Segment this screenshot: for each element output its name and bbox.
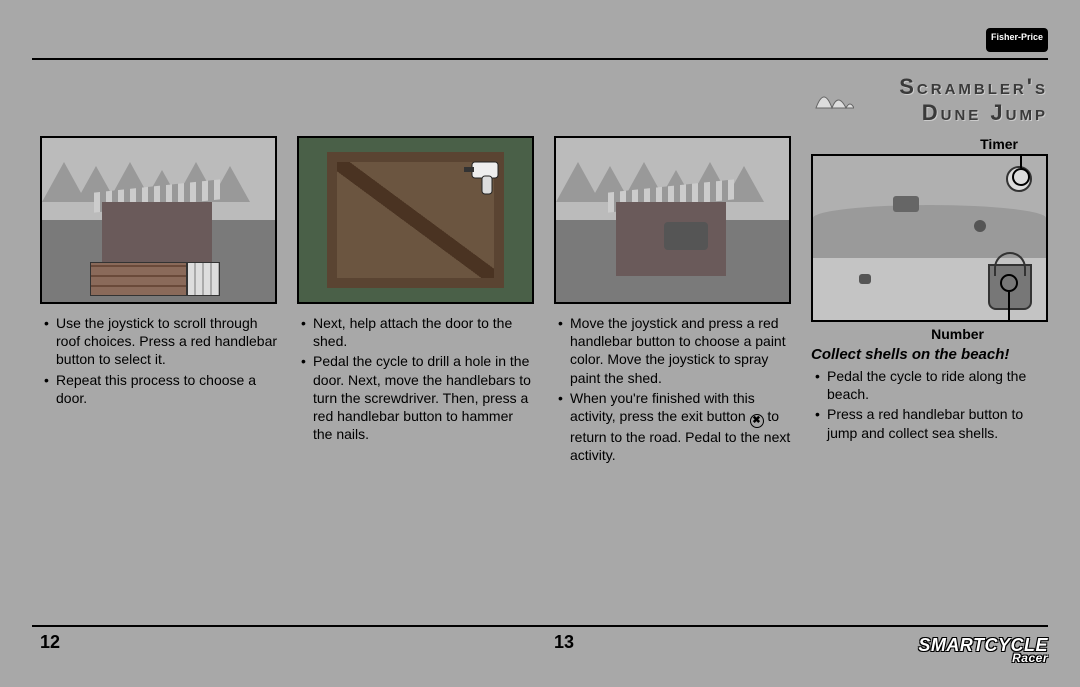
bullet-text: Use the joystick to scroll through roof … — [44, 314, 277, 369]
column-2-bullets: Next, help attach the door to the shed. … — [297, 314, 534, 443]
title-line-1: Scrambler's — [899, 74, 1048, 100]
bullet-text: Repeat this process to choose a door. — [44, 371, 277, 407]
column-3: Move the joystick and press a red handle… — [554, 136, 791, 466]
screenshot-crate-drill — [297, 136, 534, 304]
bullet-text: Pedal the cycle to drill a hole in the d… — [301, 352, 534, 443]
fisher-price-logo: Fisher-Price — [986, 28, 1048, 52]
column-1: Use the joystick to scroll through roof … — [40, 136, 277, 466]
bullet-text: Move the joystick and press a red handle… — [558, 314, 791, 387]
screenshot-shed-paint — [554, 136, 791, 304]
exit-button-icon: ✖ — [750, 414, 764, 428]
title-line-2: Dune Jump — [899, 100, 1048, 126]
bullet-text: Pedal the cycle to ride along the beach. — [815, 367, 1048, 403]
column-1-bullets: Use the joystick to scroll through roof … — [40, 314, 277, 407]
timer-label: Timer — [980, 136, 1018, 152]
rule-bottom — [32, 625, 1048, 627]
column-4-bullets: Pedal the cycle to ride along the beach.… — [811, 367, 1048, 442]
page-number-right: 13 — [554, 632, 574, 653]
shell-icon — [859, 274, 871, 284]
section-title: Scrambler's Dune Jump — [899, 74, 1048, 126]
rule-top — [32, 58, 1048, 60]
activity-tagline: Collect shells on the beach! — [811, 346, 1048, 363]
bullet-text: Next, help attach the door to the shed. — [301, 314, 534, 350]
column-3-bullets: Move the joystick and press a red handle… — [554, 314, 791, 464]
vehicle-icon — [893, 196, 919, 212]
number-label: Number — [931, 326, 984, 342]
bullet-text-part: When you're finished with this activity,… — [570, 390, 755, 424]
screenshot-shed-roof — [40, 136, 277, 304]
bullet-text: When you're finished with this activity,… — [558, 389, 791, 465]
shell-icon — [974, 220, 986, 232]
smart-cycle-logo: SMARTCYCLE Racer — [918, 638, 1048, 663]
dune-icon — [814, 78, 854, 110]
column-2: Next, help attach the door to the shed. … — [297, 136, 534, 466]
drill-icon — [464, 156, 510, 202]
bullet-text: Press a red handlebar button to jump and… — [815, 405, 1048, 441]
content-columns: Use the joystick to scroll through roof … — [40, 136, 1048, 466]
column-4: Timer Number Collect shells on the beach… — [811, 136, 1048, 466]
screenshot-beach — [811, 154, 1048, 322]
page-number-left: 12 — [40, 632, 60, 653]
